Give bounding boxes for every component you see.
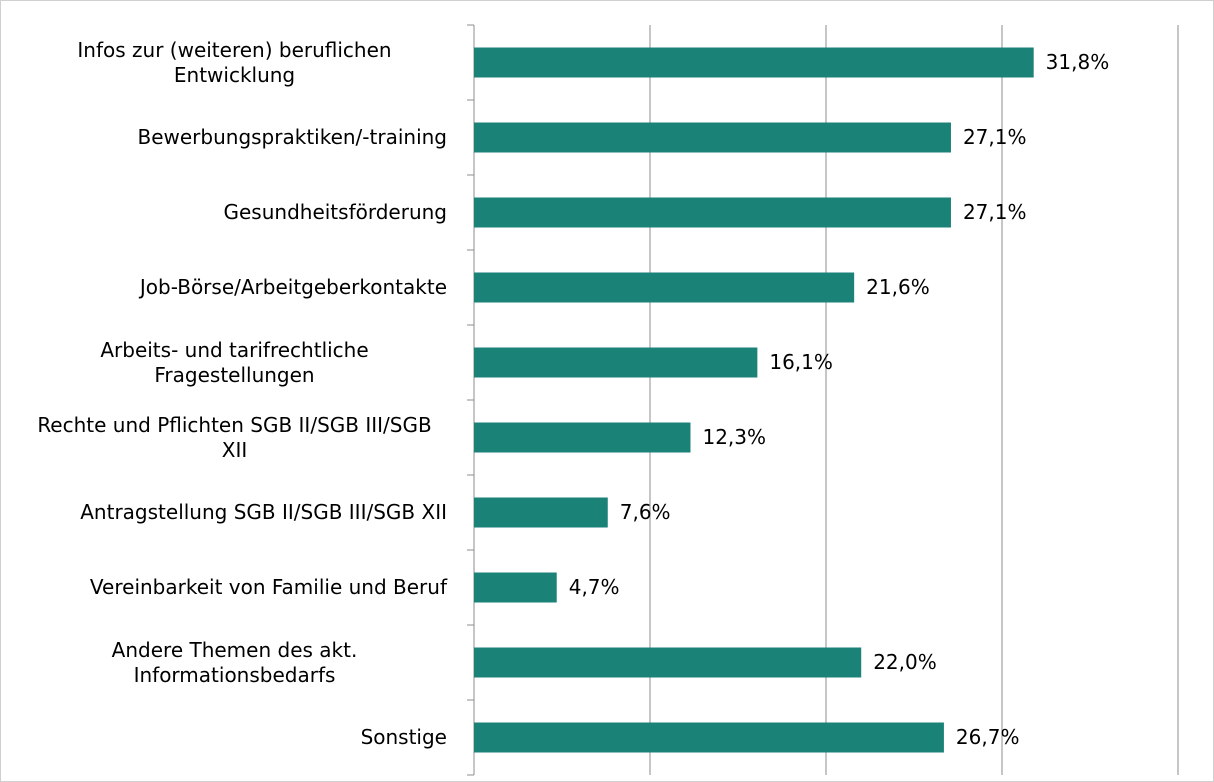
y-tick-label: Bewerbungspraktiken/-training	[137, 125, 447, 149]
value-label: 16,1%	[769, 350, 833, 374]
category-label-box: Infos zur (weiteren) beruflichen Entwick…	[0, 25, 447, 100]
value-label: 7,6%	[620, 500, 671, 524]
bar	[474, 422, 691, 453]
bar	[474, 722, 944, 753]
category-label-box: Andere Themen des akt. Informationsbedar…	[0, 625, 447, 700]
value-label: 21,6%	[866, 275, 930, 299]
y-tick-label: Vereinbarkeit von Familie und Beruf	[89, 575, 447, 599]
y-tick-label: Andere Themen des akt. Informationsbedar…	[111, 637, 358, 687]
value-label: 22,0%	[873, 650, 937, 674]
bar	[474, 647, 862, 678]
y-tick-label: Gesundheitsförderung	[223, 200, 448, 224]
category-label-box: Sonstige	[0, 700, 447, 775]
y-tick-label: Infos zur (weiteren) beruflichen Entwick…	[77, 37, 392, 87]
category-label-box: Gesundheitsförderung	[0, 175, 448, 250]
y-tick-label: Sonstige	[360, 725, 447, 749]
bar	[474, 197, 951, 228]
category-label-box: Job-Börse/Arbeitgeberkontakte	[0, 250, 447, 325]
bar	[474, 47, 1034, 78]
y-tick-label: Rechte und Pflichten SGB II/SGB III/SGB …	[37, 412, 432, 462]
category-label-box: Vereinbarkeit von Familie und Beruf	[0, 550, 447, 625]
value-label: 31,8%	[1046, 50, 1110, 74]
value-label: 27,1%	[963, 125, 1027, 149]
category-label-box: Rechte und Pflichten SGB II/SGB III/SGB …	[0, 400, 447, 475]
bar	[474, 272, 855, 303]
bar	[474, 347, 758, 378]
y-tick-label: Antragstellung SGB II/SGB III/SGB XII	[80, 500, 447, 524]
category-label-box: Bewerbungspraktiken/-training	[0, 100, 447, 175]
value-label: 26,7%	[956, 725, 1020, 749]
value-label: 12,3%	[702, 425, 766, 449]
y-tick-label: Arbeits- und tarifrechtliche Fragestellu…	[100, 337, 369, 387]
category-label-box: Antragstellung SGB II/SGB III/SGB XII	[0, 475, 447, 550]
bar	[474, 497, 608, 528]
bar	[474, 122, 951, 153]
bar	[474, 572, 557, 603]
y-tick-label: Job-Börse/Arbeitgeberkontakte	[139, 275, 447, 299]
value-label: 27,1%	[963, 200, 1027, 224]
category-label-box: Arbeits- und tarifrechtliche Fragestellu…	[0, 325, 447, 400]
value-label: 4,7%	[569, 575, 620, 599]
